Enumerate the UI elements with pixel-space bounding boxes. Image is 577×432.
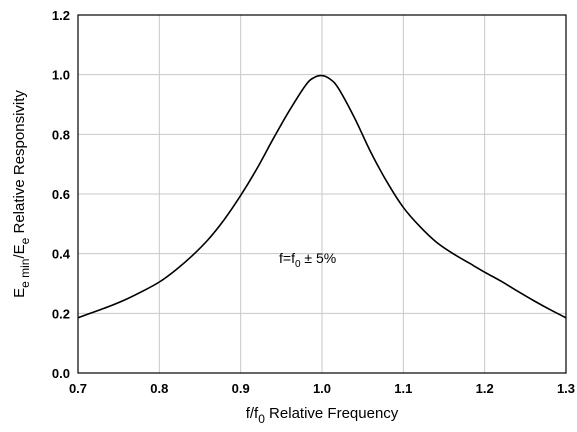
x-axis-label: f/f0 Relative Frequency: [246, 405, 399, 426]
x-tick-label: 0.7: [69, 381, 87, 396]
y-tick-label: 1.2: [52, 8, 70, 23]
x-tick-label: 0.9: [232, 381, 250, 396]
x-tick-label: 1.2: [476, 381, 494, 396]
y-axis-label: Ee min/Ee Relative Responsivity: [11, 90, 32, 298]
y-tick-label: 0.0: [52, 366, 70, 381]
annotation: f=f0 ± 5%: [279, 250, 336, 270]
y-tick-label: 0.6: [52, 187, 70, 202]
grid: [78, 15, 566, 373]
x-tick-label: 1.0: [313, 381, 331, 396]
y-tick-labels: 0.0 0.2 0.4 0.6 0.8 1.0 1.2: [52, 8, 71, 381]
x-tick-label: 0.8: [150, 381, 168, 396]
x-tick-label: 1.3: [557, 381, 575, 396]
y-tick-label: 0.2: [52, 306, 70, 321]
y-tick-label: 0.8: [52, 127, 70, 142]
responsivity-curve: [77, 74, 567, 319]
x-tick-labels: 0.7 0.8 0.9 1.0 1.1 1.2 1.3: [69, 381, 575, 396]
y-tick-label: 1.0: [52, 68, 70, 83]
x-tick-label: 1.1: [394, 381, 412, 396]
plot-frame: [77, 14, 567, 374]
y-tick-label: 0.4: [52, 247, 71, 262]
